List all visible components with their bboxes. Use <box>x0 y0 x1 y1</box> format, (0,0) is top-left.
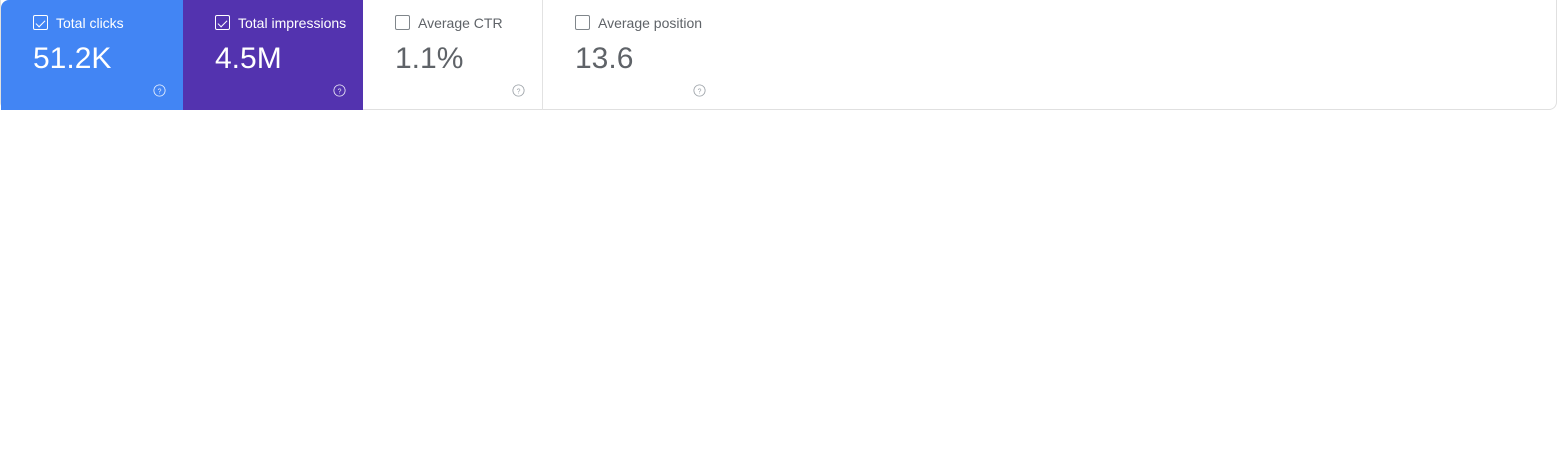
svg-text:?: ? <box>338 88 342 95</box>
svg-text:?: ? <box>158 88 162 95</box>
svg-text:?: ? <box>517 88 521 95</box>
svg-text:?: ? <box>698 88 702 95</box>
